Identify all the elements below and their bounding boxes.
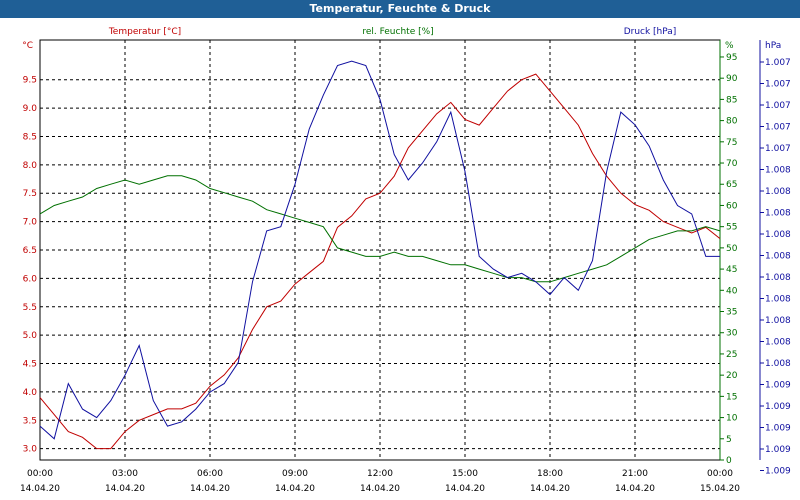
pressure-tick-label: 1.009	[765, 445, 791, 455]
pressure-tick-label: 1.009	[765, 402, 791, 412]
temperature-tick-label: 5.5	[23, 303, 37, 313]
pressure-tick-label: 1.008	[765, 316, 791, 326]
humidity-tick-label: 35	[726, 308, 737, 318]
temperature-tick-label: 9.5	[23, 76, 37, 86]
x-tick-date-label: 14.04.20	[615, 484, 655, 494]
pressure-tick-label: 1.007	[765, 80, 791, 90]
temperature-tick-label: 5.0	[23, 331, 38, 341]
x-tick-time-label: 18:00	[537, 469, 563, 479]
pressure-tick-label: 1.007	[765, 58, 791, 68]
humidity-tick-label: 15	[726, 392, 737, 402]
temperature-tick-label: 3.5	[23, 416, 37, 426]
humidity-tick-label: 25	[726, 350, 737, 360]
pressure-tick-label: 1.008	[765, 166, 791, 176]
humidity-tick-label: 10	[726, 414, 738, 424]
pressure-tick-label: 1.009	[765, 381, 791, 391]
humidity-series-line	[39, 175, 721, 283]
pressure-tick-label: 1.007	[765, 101, 791, 111]
x-tick-time-label: 12:00	[367, 469, 393, 479]
x-tick-date-label: 15.04.20	[700, 484, 740, 494]
humidity-tick-label: 5	[726, 435, 732, 445]
x-tick-date-label: 14.04.20	[530, 484, 570, 494]
temperature-tick-label: 8.0	[23, 161, 38, 171]
temperature-series-line	[39, 73, 721, 450]
x-tick-date-label: 14.04.20	[445, 484, 485, 494]
humidity-tick-label: 95	[726, 53, 737, 63]
pressure-tick-label: 1.008	[765, 187, 791, 197]
humidity-tick-label: 0	[726, 456, 732, 466]
x-tick-date-label: 14.04.20	[105, 484, 145, 494]
pressure-tick-label: 1.007	[765, 144, 791, 154]
pressure-tick-label: 1.007	[765, 123, 791, 133]
temperature-tick-label: 9.0	[23, 104, 38, 114]
temperature-tick-label: 4.5	[23, 360, 37, 370]
temperature-tick-label: 6.5	[23, 246, 37, 256]
humidity-tick-label: 20	[726, 371, 738, 381]
pressure-tick-label: 1.008	[765, 252, 791, 262]
temperature-tick-label: 7.0	[23, 218, 38, 228]
temperature-unit-label: °C	[22, 41, 33, 51]
x-tick-time-label: 09:00	[282, 469, 308, 479]
pressure-tick-label: 1.008	[765, 273, 791, 283]
humidity-tick-label: 50	[726, 244, 738, 254]
x-tick-time-label: 21:00	[622, 469, 648, 479]
temperature-tick-label: 6.0	[23, 274, 38, 284]
pressure-tick-label: 1.008	[765, 359, 791, 369]
humidity-tick-label: 30	[726, 329, 738, 339]
x-tick-date-label: 14.04.20	[360, 484, 400, 494]
x-tick-time-label: 00:00	[707, 469, 733, 479]
temperature-tick-label: 4.0	[23, 388, 38, 398]
temperature-tick-label: 8.5	[23, 132, 37, 142]
humidity-tick-label: 65	[726, 180, 737, 190]
pressure-series-line	[39, 60, 720, 440]
pressure-axis-label: Druck [hPa]	[624, 27, 677, 37]
humidity-tick-label: 55	[726, 223, 737, 233]
x-tick-time-label: 03:00	[112, 469, 138, 479]
pressure-tick-label: 1.008	[765, 338, 791, 348]
humidity-tick-label: 75	[726, 138, 737, 148]
temperature-tick-label: 7.5	[23, 189, 37, 199]
x-tick-date-label: 14.04.20	[20, 484, 60, 494]
humidity-tick-label: 45	[726, 265, 737, 275]
humidity-unit-label: %	[725, 41, 734, 51]
pressure-tick-label: 1.008	[765, 209, 791, 219]
humidity-axis-label: rel. Feuchte [%]	[362, 27, 433, 37]
x-tick-time-label: 00:00	[27, 469, 53, 479]
humidity-tick-label: 85	[726, 95, 737, 105]
humidity-tick-label: 70	[726, 159, 738, 169]
humidity-tick-label: 90	[726, 74, 738, 84]
pressure-tick-label: 1.009	[765, 467, 791, 477]
pressure-tick-label: 1.009	[765, 424, 791, 434]
x-tick-time-label: 15:00	[452, 469, 478, 479]
temperature-tick-label: 3.0	[23, 445, 38, 455]
temperature-axis-label: Temperatur [°C]	[108, 27, 181, 37]
humidity-tick-label: 40	[726, 286, 738, 296]
chart-title: Temperatur, Feuchte & Druck	[0, 0, 800, 18]
pressure-unit-label: hPa	[765, 41, 781, 51]
pressure-tick-label: 1.008	[765, 230, 791, 240]
humidity-tick-label: 80	[726, 117, 738, 127]
pressure-tick-label: 1.008	[765, 295, 791, 305]
x-tick-time-label: 06:00	[197, 469, 223, 479]
humidity-tick-label: 60	[726, 201, 738, 211]
x-tick-date-label: 14.04.20	[190, 484, 230, 494]
x-tick-date-label: 14.04.20	[275, 484, 315, 494]
